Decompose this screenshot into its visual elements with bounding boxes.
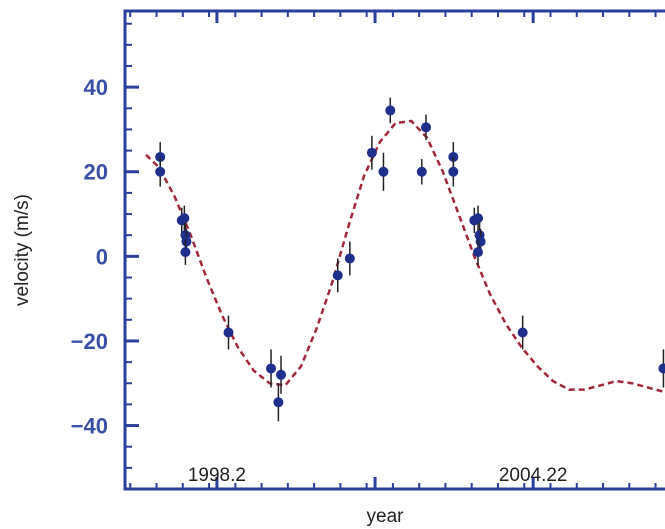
point-marker xyxy=(378,167,388,177)
data-point xyxy=(155,157,165,187)
point-marker xyxy=(179,213,189,223)
frame-ticks xyxy=(125,11,656,489)
point-marker xyxy=(448,167,458,177)
data-point xyxy=(333,258,343,292)
data-point xyxy=(276,356,286,394)
y-tick-label: 20 xyxy=(84,160,108,185)
point-marker xyxy=(658,363,665,373)
data-point xyxy=(367,136,377,170)
x-tick-label: 1998.2 xyxy=(188,465,246,486)
point-marker xyxy=(473,247,483,257)
y-tick-label: −20 xyxy=(71,329,108,354)
point-marker xyxy=(385,105,395,115)
data-point xyxy=(378,153,388,191)
x-tick-labels: 1998.2 2004.22 xyxy=(188,465,568,486)
x-axis-label: year xyxy=(367,506,405,527)
point-marker xyxy=(276,370,286,380)
point-marker xyxy=(421,122,431,132)
data-point xyxy=(345,242,355,276)
data-point xyxy=(417,159,427,184)
point-marker xyxy=(223,327,233,337)
y-axis-label: velocity (m/s) xyxy=(12,194,33,306)
y-tick-labels: 40 20 0 −20 −40 xyxy=(71,75,108,438)
y-tick-label: 0 xyxy=(96,244,108,269)
point-marker xyxy=(180,247,190,257)
point-marker xyxy=(273,397,283,407)
fit-curve xyxy=(146,121,665,396)
data-point xyxy=(385,98,395,123)
data-point xyxy=(658,349,665,387)
point-marker xyxy=(333,270,343,280)
data-point xyxy=(448,157,458,187)
point-marker xyxy=(473,213,483,223)
point-marker xyxy=(181,237,191,247)
point-marker xyxy=(367,148,377,158)
x-tick-label: 2004.22 xyxy=(499,465,568,486)
data-points xyxy=(155,98,665,422)
point-marker xyxy=(417,167,427,177)
point-marker xyxy=(345,253,355,263)
point-marker xyxy=(518,327,528,337)
data-point xyxy=(273,383,283,421)
point-marker xyxy=(476,237,486,247)
point-marker xyxy=(155,167,165,177)
y-tick-label: −40 xyxy=(71,414,108,439)
y-tick-label: 40 xyxy=(84,75,108,100)
point-marker xyxy=(266,363,276,373)
plot-frame xyxy=(125,11,665,489)
data-point xyxy=(421,115,431,140)
